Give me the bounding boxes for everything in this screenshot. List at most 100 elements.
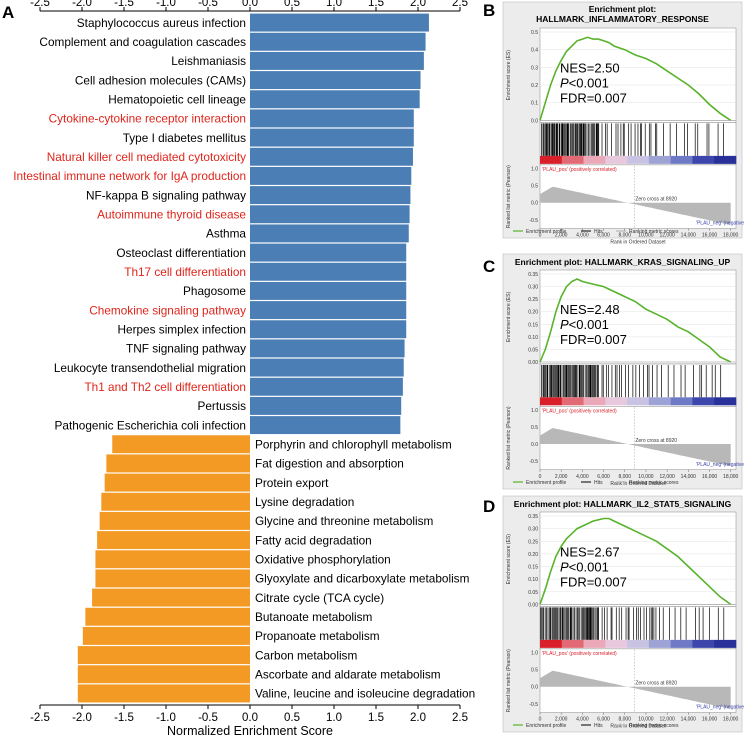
category-label: Leukocyte transendothelial migration [54,361,246,375]
x-tick-label: 0 [539,233,542,239]
x-axis-title: Normalized Enrichment Score [167,724,333,737]
category-label: Glycine and threonine metabolism [255,514,434,528]
plot-title: Enrichment plot: HALLMARK_IL2_STAT5_SIGN… [514,499,732,509]
bar [250,71,421,90]
category-label: Ascorbate and aldarate metabolism [255,667,441,681]
bar [250,32,426,51]
x-tick-label: 8,000 [618,474,631,480]
metric-y-tick-label: 1.0 [531,408,538,414]
p-value: <0.001 [569,75,609,90]
bottom-tick-label: 0.5 [284,712,300,724]
bar [85,607,250,626]
bar [250,358,404,377]
plot-title: Enrichment plot: [589,4,657,14]
legend-metric-label: Ranking metric scores [629,229,679,235]
bar [250,224,409,243]
es-y-tick-label: 0.30 [528,527,538,533]
rank-color-band [627,639,650,648]
x-tick-label: 2,000 [555,717,568,723]
es-plot-area [539,511,737,607]
bar [250,186,411,205]
legend-metric-label: Ranking metric scores [629,480,679,486]
es-y-tick-label: 0.2 [531,83,538,89]
bottom-tick-label: 1.0 [326,712,342,724]
es-y-tick-label: 0.4 [531,48,538,54]
es-y-tick-label: 0.15 [528,322,538,328]
rank-color-band [714,639,737,648]
rank-color-band [648,155,671,164]
x-tick-label: 4,000 [576,233,589,239]
legend-hits-label: Hits [594,229,603,235]
rank-color-band [583,397,606,406]
rank-color-band [540,155,563,164]
p-value-stat: P<0.001 [560,559,609,574]
es-y-tick-label: 0.0 [531,118,538,124]
negative-label: 'PLAU_neg' (negatively correlated) [696,221,744,227]
bottom-tick-label: -0.5 [198,712,218,724]
metric-y-tick-label: 1.0 [531,167,538,173]
category-label: Osteoclast differentiation [116,246,246,260]
metric-y-tick-label: -0.5 [529,459,538,465]
category-label: Chemokine signaling pathway [89,303,246,317]
bottom-tick-label: -2.5 [30,712,50,724]
bar [92,588,250,607]
x-tick-label: 4,000 [576,717,589,723]
bar [101,492,250,511]
bottom-tick-label: 0.0 [242,712,258,724]
rank-color-band [605,397,628,406]
es-y-tick-label: 0.20 [528,552,538,558]
es-y-tick-label: 0.35 [528,272,538,278]
x-tick-label: 12,000 [659,717,675,723]
p-symbol: P [560,75,569,90]
bar [95,550,250,569]
plot-title: Enrichment plot: HALLMARK_KRAS_SIGNALING… [515,257,731,267]
es-y-tick-label: 0.05 [528,590,538,596]
category-label: Oxidative phosphorylation [255,552,391,566]
panel-letter-c: C [483,257,495,276]
x-tick-label: 10,000 [638,717,654,723]
bar [106,454,250,473]
ranking-metric-fill [540,186,731,225]
bar [104,473,251,492]
rank-color-band [561,155,584,164]
legend-metric-label: Ranking metric scores [629,723,679,729]
panel-letter-b: B [483,1,495,20]
category-label: Leishmaniasis [171,54,246,68]
category-label: Type I diabetes mellitus [123,131,246,145]
metric-y-tick-label: 0.0 [531,685,538,691]
bar [97,531,251,550]
es-y-tick-label: 0.00 [528,602,538,608]
rank-color-band [605,155,628,164]
category-label: Porphyrin and chlorophyll metabolism [255,437,452,451]
rank-color-band [540,639,563,648]
x-tick-label: 6,000 [597,233,610,239]
ranking-metric-fill [540,670,731,709]
category-label: Pertussis [197,399,246,413]
rank-color-band [692,397,715,406]
x-tick-label: 18,000 [723,474,739,480]
bottom-tick-label: -2.0 [72,712,92,724]
metric-y-axis-title: Ranked list metric (Pearson) [506,165,512,228]
top-tick-label: -0.5 [198,0,218,9]
x-tick-label: 10,000 [638,474,654,480]
category-label: Glyoxylate and dicarboxylate metabolism [255,572,470,586]
category-label: Valine, leucine and isoleucine degradati… [255,687,475,701]
legend-profile-label: Enrichment profile [526,229,567,235]
metric-y-tick-label: -0.5 [529,702,538,708]
x-tick-label: 0 [539,717,542,723]
x-tick-label: 18,000 [723,717,739,723]
category-label: Cytokine-cytokine receptor interaction [49,112,246,126]
category-label: TNF signaling pathway [126,342,246,356]
nes-stat: NES=2.50 [560,60,620,75]
bar [250,166,412,185]
nes-stat: NES=2.67 [560,544,620,559]
bottom-tick-label: -1.5 [114,712,134,724]
nes-bar-chart: -2.5 -2.5 -2.0 -2.0 -1.5 -1.5 -1.0 -1.0 -0.5 -0.5… [13,0,475,738]
positive-label: 'PLAU_pos' (positively correlated) [542,167,617,173]
bar [250,13,429,32]
es-y-axis-title: Enrichment score (ES) [506,534,512,585]
rank-color-band [714,155,737,164]
category-label: Hematopoietic cell lineage [108,92,246,106]
metric-y-tick-label: 0.0 [531,442,538,448]
category-label: Carbon metabolism [255,648,357,662]
